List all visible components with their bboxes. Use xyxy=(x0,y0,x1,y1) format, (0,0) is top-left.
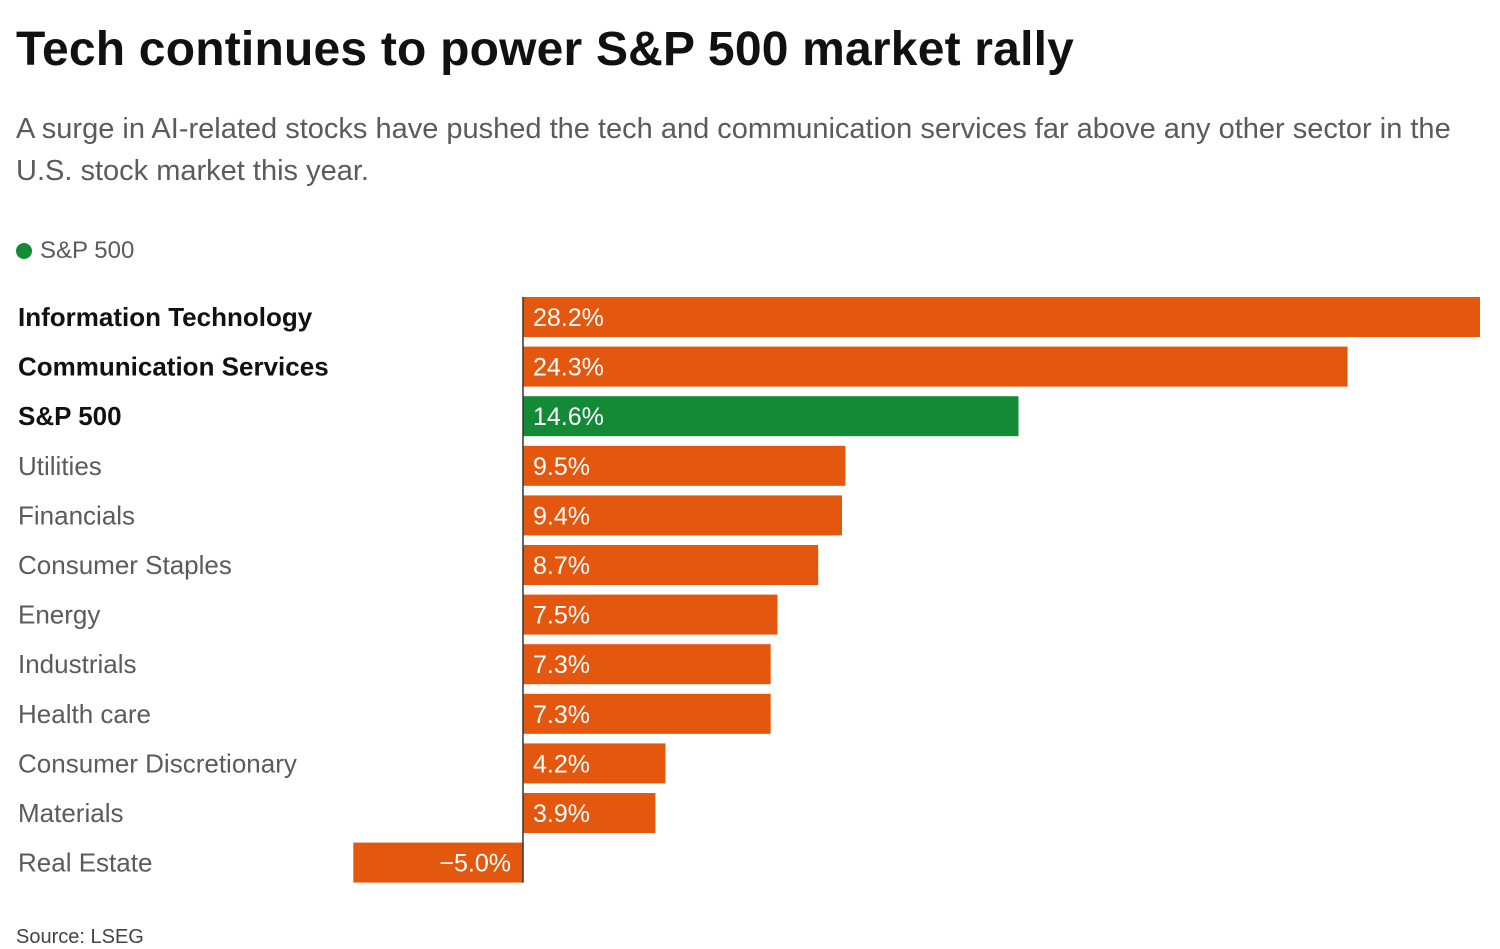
bar-materials xyxy=(523,793,656,833)
bar-communication-services xyxy=(523,346,1348,387)
category-label-energy: Energy xyxy=(18,600,100,630)
category-label-sandp-500: S&P 500 xyxy=(18,401,122,431)
bar-financials xyxy=(523,495,842,536)
category-label-communication-services: Communication Services xyxy=(18,352,329,382)
category-label-financials: Financials xyxy=(18,500,135,530)
category-label-utilities: Utilities xyxy=(18,451,102,481)
value-label-utilities: 9.5% xyxy=(533,453,590,481)
value-label-consumer-discretionary: 4.2% xyxy=(533,750,590,778)
value-label-energy: 7.5% xyxy=(533,602,590,630)
value-label-information-technology: 28.2% xyxy=(533,304,604,332)
value-label-financials: 9.4% xyxy=(533,502,590,530)
chart-subtitle: A surge in AI-related stocks have pushed… xyxy=(16,113,1451,187)
bar-consumer-staples xyxy=(523,545,819,585)
source-note: Source: LSEG xyxy=(16,926,144,948)
bar-sandp-500 xyxy=(523,396,1019,437)
value-label-materials: 3.9% xyxy=(533,800,590,828)
category-label-industrials: Industrials xyxy=(18,649,137,679)
value-label-consumer-staples: 8.7% xyxy=(533,552,590,580)
bar-health-care xyxy=(523,693,771,734)
bar-real-estate xyxy=(353,842,523,883)
category-label-health-care: Health care xyxy=(18,699,151,729)
category-label-materials: Materials xyxy=(18,798,123,828)
bar-chart: Information Technology 28.2% Communication… xyxy=(18,297,1480,883)
bar-consumer-discretionary xyxy=(523,743,666,784)
bar-industrials xyxy=(523,644,771,685)
chart-title: Tech continues to power S&P 500 market r… xyxy=(16,23,1075,76)
value-label-sandp-500: 14.6% xyxy=(533,403,604,431)
value-label-industrials: 7.3% xyxy=(533,651,590,679)
value-label-real-estate: −5.0% xyxy=(439,850,511,878)
category-label-consumer-discretionary: Consumer Discretionary xyxy=(18,748,297,778)
bar-utilities xyxy=(523,445,846,486)
value-label-communication-services: 24.3% xyxy=(533,354,604,382)
chart-legend: S&P 500 xyxy=(16,236,134,266)
bar-energy xyxy=(523,594,778,635)
category-label-real-estate: Real Estate xyxy=(18,848,152,878)
bar-information-technology xyxy=(523,297,1480,337)
legend-label: S&P 500 xyxy=(40,237,135,264)
category-label-information-technology: Information Technology xyxy=(18,302,313,332)
legend-dot-icon xyxy=(16,243,32,259)
category-label-consumer-staples: Consumer Staples xyxy=(18,550,232,580)
value-label-health-care: 7.3% xyxy=(533,701,590,729)
